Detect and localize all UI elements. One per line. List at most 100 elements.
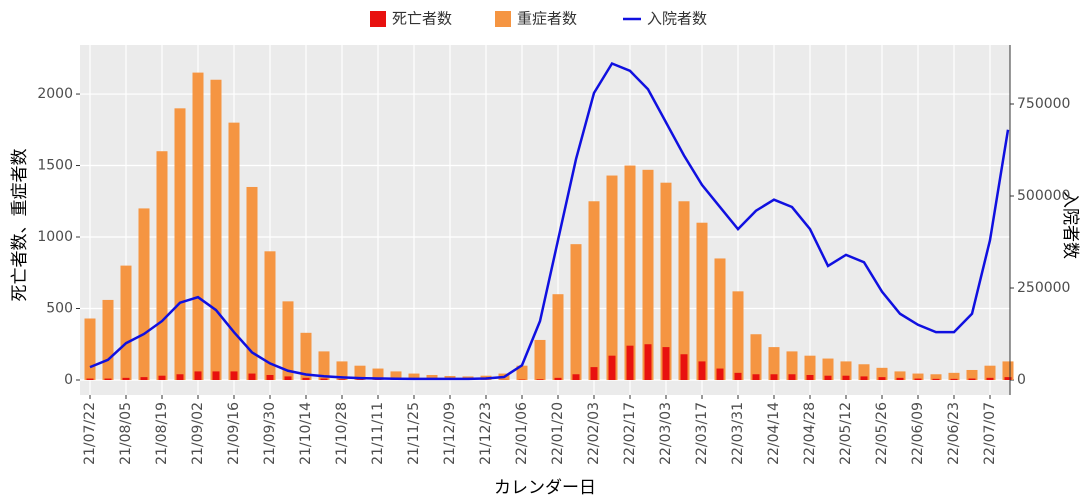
bar (338, 379, 346, 380)
bar (626, 345, 634, 380)
bar (534, 339, 546, 380)
bar (806, 374, 814, 380)
bar (122, 377, 130, 380)
x-tick-label: 21/07/22 (82, 402, 98, 465)
bar (266, 374, 274, 380)
bar (786, 351, 798, 380)
y2-tick-label: 500000 (1017, 188, 1070, 204)
bar (516, 365, 528, 380)
x-tick-label: 22/03/31 (730, 402, 746, 465)
bar (320, 378, 328, 380)
bar (950, 378, 958, 380)
y2-tick-label: 250000 (1017, 280, 1070, 296)
bar (264, 251, 276, 380)
bar (572, 374, 580, 380)
bar (248, 373, 256, 380)
bar (194, 371, 202, 380)
bar (318, 351, 330, 380)
y2-tick-label: 0 (1017, 372, 1026, 388)
bar (230, 371, 238, 380)
bar (860, 376, 868, 380)
bar (878, 377, 886, 380)
bar (192, 72, 204, 380)
bar (624, 165, 636, 380)
bar (716, 368, 724, 380)
bar (84, 318, 96, 380)
x-tick-label: 22/03/03 (658, 402, 674, 465)
bar (842, 375, 850, 380)
bar (858, 364, 870, 380)
bar (840, 361, 852, 380)
bar (734, 372, 742, 380)
bar (156, 151, 168, 380)
bar (86, 378, 94, 380)
x-tick-label: 21/09/30 (262, 402, 278, 465)
x-tick-label: 22/05/12 (838, 402, 854, 465)
bar (354, 365, 366, 380)
bar (966, 369, 978, 380)
bar (102, 299, 114, 380)
bar (698, 361, 706, 380)
bar (246, 186, 258, 380)
bar (336, 361, 348, 380)
bar (408, 373, 420, 380)
bar (138, 208, 150, 380)
y-axis-title: 死亡者数、重症者数 (10, 149, 30, 302)
bar (588, 201, 600, 380)
bar (984, 365, 996, 380)
bar (644, 344, 652, 380)
x-tick-label: 21/09/02 (190, 402, 206, 465)
bar (606, 175, 618, 380)
bar (1002, 361, 1014, 380)
bar (212, 371, 220, 380)
bar (284, 376, 292, 380)
bar (912, 373, 924, 380)
y-tick-label: 1000 (37, 229, 73, 245)
bar (570, 244, 582, 380)
legend-label: 重症者数 (517, 10, 577, 28)
bar (390, 371, 402, 380)
y-tick-label: 500 (46, 301, 73, 317)
bar (788, 374, 796, 380)
bar (680, 354, 688, 380)
bar (158, 375, 166, 380)
x-tick-label: 22/02/17 (622, 402, 638, 465)
bar (228, 122, 240, 380)
bar (714, 258, 726, 380)
x-tick-label: 21/10/28 (334, 402, 350, 465)
bar (770, 374, 778, 380)
y-tick-label: 0 (64, 372, 73, 388)
bar (608, 355, 616, 380)
bar (824, 375, 832, 380)
x-tick-label: 22/06/23 (946, 402, 962, 465)
bar (140, 377, 148, 380)
bar (662, 347, 670, 380)
bar (752, 374, 760, 380)
x-tick-label: 22/07/07 (982, 402, 998, 465)
bar (968, 378, 976, 380)
bar (660, 182, 672, 380)
bar (590, 367, 598, 380)
bar (986, 377, 994, 380)
bar (678, 201, 690, 380)
x-tick-label: 22/04/28 (802, 402, 818, 465)
y-tick-label: 1500 (37, 158, 73, 174)
bar (696, 222, 708, 380)
x-tick-label: 21/08/05 (118, 402, 134, 465)
x-tick-label: 22/05/26 (874, 402, 890, 465)
bar (536, 379, 544, 380)
bar (356, 379, 364, 380)
x-tick-label: 22/03/17 (694, 402, 710, 465)
x-tick-label: 21/12/23 (478, 402, 494, 465)
bar (642, 169, 654, 380)
bar (930, 374, 942, 380)
legend-label: 死亡者数 (392, 10, 452, 28)
x-tick-label: 21/09/16 (226, 402, 242, 465)
bar (372, 368, 384, 380)
bar (948, 372, 960, 380)
x-tick-label: 22/01/20 (550, 402, 566, 465)
bar (104, 378, 112, 380)
y-tick-label: 2000 (37, 86, 73, 102)
bar (120, 265, 132, 380)
